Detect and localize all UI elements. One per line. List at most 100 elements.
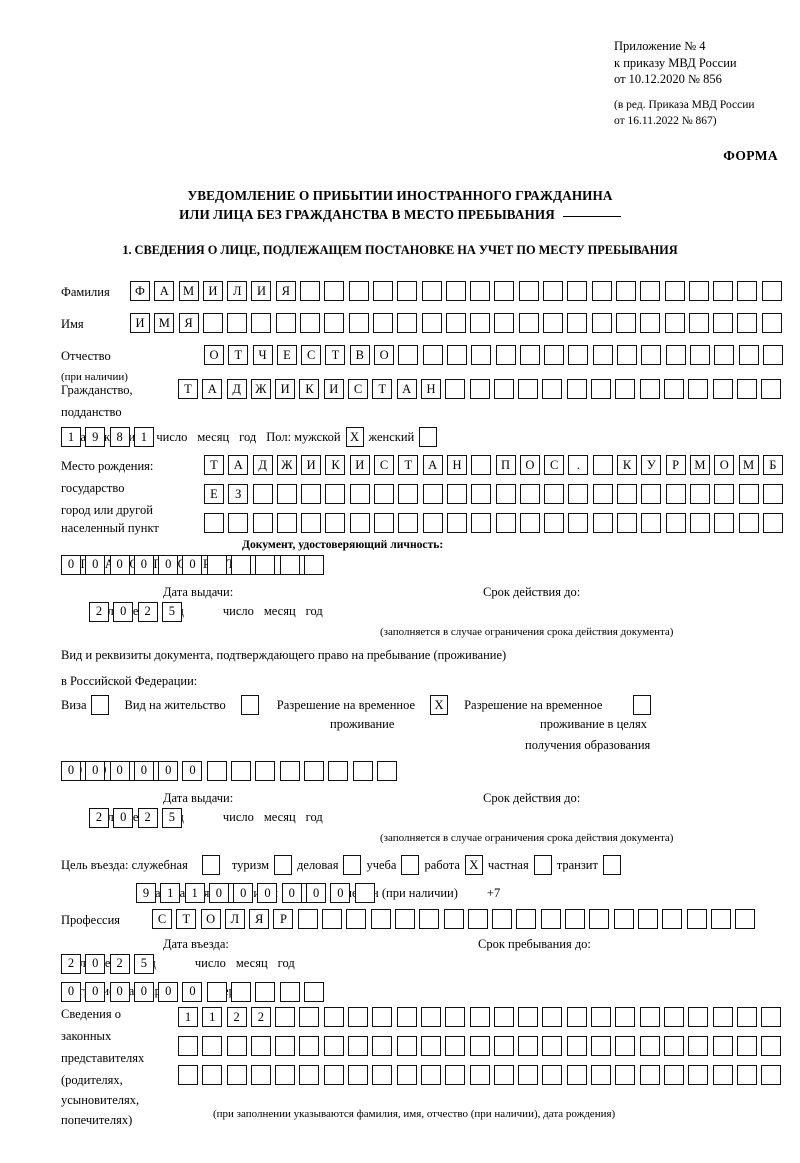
char-cell[interactable] [324,281,345,301]
char-cell[interactable] [398,345,419,365]
char-cell[interactable]: 1 [184,883,205,903]
char-cell[interactable] [303,554,324,575]
char-cell[interactable]: 0 [182,981,203,1002]
char-cell[interactable] [420,1065,441,1085]
char-cell[interactable]: Т [176,909,197,929]
char-cell[interactable] [422,345,443,365]
char-cell[interactable]: Я [249,909,270,929]
char-cell[interactable] [324,313,345,333]
char-cell[interactable]: С [544,455,565,475]
char-cell[interactable] [467,909,488,929]
char-cell[interactable] [279,981,300,1002]
char-cell[interactable] [566,1065,587,1085]
char-cell[interactable] [543,313,564,333]
char-cell[interactable] [299,1065,320,1085]
char-cell[interactable] [712,1065,733,1085]
char-cell[interactable] [251,313,272,333]
char-cell[interactable]: Н [446,455,467,475]
char-cell[interactable] [469,1036,490,1056]
char-cell[interactable]: 5 [161,807,182,828]
char-cell[interactable]: 0 [281,883,302,903]
char-cell[interactable] [592,455,613,475]
char-cell[interactable]: 0 [61,554,81,575]
char-cell[interactable] [279,760,300,781]
char-cell[interactable]: 0 [85,554,106,575]
char-cell[interactable] [204,513,224,533]
char-cell[interactable] [762,513,783,533]
char-cell[interactable] [565,909,586,929]
char-cell[interactable]: Б [762,455,783,475]
char-cell[interactable] [493,1007,514,1027]
char-cell[interactable]: 0 [330,883,351,903]
char-cell[interactable] [617,484,638,504]
char-cell[interactable] [445,1036,466,1056]
char-cell[interactable] [736,1007,757,1027]
char-cell[interactable]: 0 [133,981,154,1002]
char-cell[interactable]: Ч [252,345,273,365]
char-cell[interactable]: Л [227,281,248,301]
char-cell[interactable]: . [568,455,589,475]
char-cell[interactable] [202,313,223,333]
char-cell[interactable]: Я [275,281,296,301]
char-cell[interactable] [445,1065,466,1085]
char-cell[interactable] [469,1065,490,1085]
char-cell[interactable] [178,1036,198,1056]
char-cell[interactable]: О [200,909,221,929]
char-cell[interactable] [568,484,589,504]
char-cell[interactable] [591,1036,612,1056]
char-cell[interactable] [398,484,419,504]
char-cell[interactable] [568,513,589,533]
char-cell[interactable]: Е [204,484,224,504]
char-cell[interactable]: Р [273,909,294,929]
char-cell[interactable] [420,1007,441,1027]
char-cell[interactable]: И [323,379,344,399]
char-cell[interactable]: Т [325,345,346,365]
char-cell[interactable] [323,1065,344,1085]
char-cell[interactable]: 0 [133,554,154,575]
char-cell[interactable] [349,513,370,533]
char-cell[interactable] [664,281,685,301]
char-cell[interactable] [372,1065,393,1085]
char-cell[interactable] [397,313,418,333]
char-cell[interactable] [376,760,397,781]
char-cell[interactable]: М [154,313,175,333]
char-cell[interactable] [202,1036,223,1056]
char-cell[interactable] [615,281,636,301]
char-cell[interactable] [592,484,613,504]
char-cell[interactable]: Д [226,379,247,399]
char-cell[interactable] [372,1007,393,1027]
char-cell[interactable] [761,313,782,333]
char-cell[interactable] [352,760,373,781]
char-cell[interactable]: Т [178,379,198,399]
char-cell[interactable] [615,1065,636,1085]
char-cell[interactable] [443,909,464,929]
char-cell[interactable] [421,281,442,301]
char-cell[interactable] [617,345,638,365]
char-cell[interactable] [301,513,322,533]
char-cell[interactable] [446,484,467,504]
char-cell[interactable]: 5 [161,601,182,622]
char-cell[interactable] [518,281,539,301]
char-cell[interactable] [445,281,466,301]
char-cell[interactable]: 0 [158,981,179,1002]
char-cell[interactable] [323,1036,344,1056]
char-cell[interactable] [372,1036,393,1056]
char-cell[interactable]: 0 [306,883,327,903]
char-cell[interactable] [737,313,758,333]
char-cell[interactable] [370,909,391,929]
char-cell[interactable] [396,1065,417,1085]
purpose-work-checkbox[interactable]: X [464,855,483,875]
char-cell[interactable]: 0 [61,981,81,1002]
char-cell[interactable] [372,281,393,301]
char-cell[interactable]: З [228,484,249,504]
char-cell[interactable]: 0 [85,981,106,1002]
char-cell[interactable] [255,554,276,575]
char-cell[interactable]: С [301,345,322,365]
char-cell[interactable] [591,313,612,333]
char-cell[interactable] [713,313,734,333]
char-cell[interactable] [738,345,759,365]
